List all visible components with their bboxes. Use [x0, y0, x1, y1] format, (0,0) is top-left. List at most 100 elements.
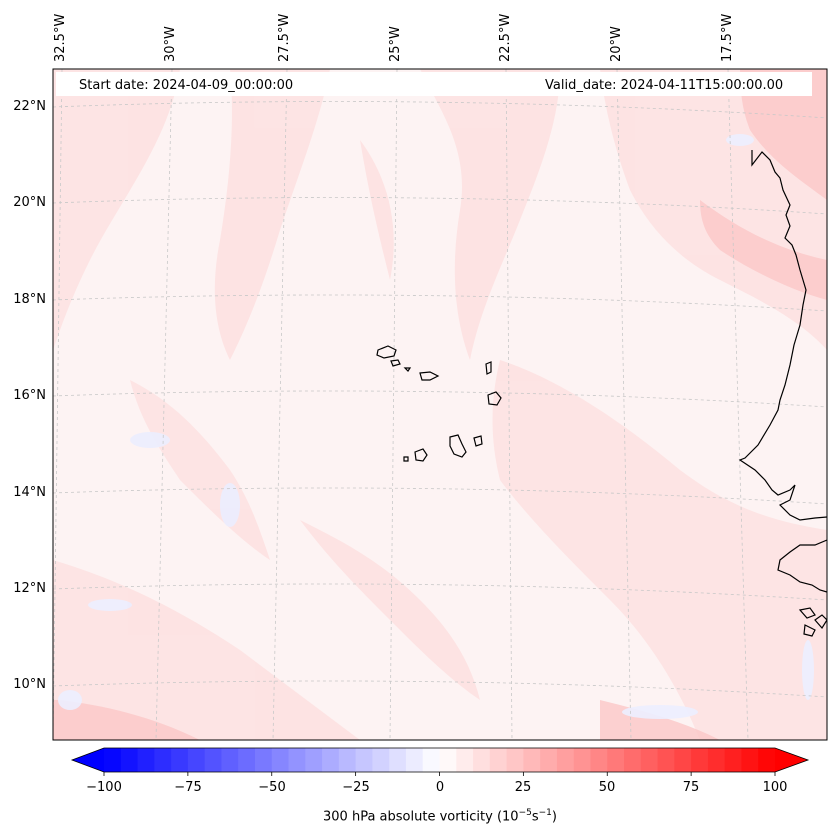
- colorbar-segment: [624, 748, 642, 772]
- colorbar-label-main: 300 hPa absolute vorticity (10: [323, 809, 519, 825]
- colorbar-tick-label: 25: [514, 780, 532, 795]
- colorbar-segments: [104, 748, 776, 772]
- colorbar-extend-max: [775, 748, 808, 772]
- island-brava: [403, 456, 409, 462]
- colorbar-label-exponent-1: −5: [518, 808, 532, 818]
- parallel-22n: [53, 101, 827, 119]
- colorbar-segment: [456, 748, 474, 772]
- colorbar-segment: [204, 748, 223, 772]
- colorbar-segment: [590, 748, 608, 772]
- colorbar-segment: [187, 748, 206, 772]
- colorbar-segment: [506, 748, 524, 772]
- meridian-17-5w: [727, 69, 749, 740]
- colorbar-segment: [120, 748, 139, 772]
- colorbar-segment: [405, 748, 424, 772]
- colorbar-segment: [674, 748, 692, 772]
- colorbar-label-exponent-2: −1: [538, 808, 552, 818]
- map-frame: [52, 68, 828, 741]
- colorbar-segment: [322, 748, 340, 772]
- island-sao-nicolau: [419, 371, 440, 381]
- parallel-18n: [53, 294, 827, 312]
- island-santa-luzia: [403, 367, 412, 372]
- lon-label-27-5w: 27.5°W: [277, 13, 292, 62]
- colorbar: [70, 747, 810, 776]
- colorbar-segment: [154, 748, 172, 772]
- meridian-27-5w: [272, 69, 288, 740]
- colorbar-tick-label: −25: [342, 780, 370, 795]
- colorbar-segment: [171, 748, 189, 772]
- colorbar-segment: [640, 748, 659, 772]
- colorbar-tick-label: 100: [762, 780, 788, 795]
- colorbar-segment: [523, 748, 541, 772]
- island-maio: [473, 435, 483, 447]
- lat-label-18n: 18°N: [13, 292, 46, 307]
- colorbar-segment: [389, 748, 407, 772]
- colorbar-segment: [355, 748, 373, 772]
- positive-vorticity-shading: [53, 69, 827, 740]
- lat-label-16n: 16°N: [13, 388, 46, 403]
- lon-label-25w: 25°W: [388, 26, 403, 62]
- colorbar-segment: [741, 748, 759, 772]
- island-sao-vicente: [390, 359, 401, 367]
- island-sal: [485, 361, 492, 375]
- negative-vorticity-shading: [58, 134, 814, 719]
- island-fogo: [414, 448, 428, 462]
- lon-label-22-5w: 22.5°W: [498, 13, 513, 62]
- colorbar-tick-label: 50: [598, 780, 616, 795]
- lon-label-32-5w: 32.5°W: [53, 13, 68, 62]
- colorbar-tick-label: 75: [682, 780, 700, 795]
- island-santo-antao: [376, 345, 397, 359]
- guinea-bissau-coastline: [777, 539, 827, 593]
- colorbar-segment: [271, 748, 290, 772]
- island-santiago: [449, 434, 467, 458]
- colorbar-label: 300 hPa absolute vorticity (10−5s−1): [323, 808, 557, 824]
- colorbar-segment: [254, 748, 273, 772]
- parallel-20n: [53, 197, 827, 215]
- colorbar-segment: [288, 748, 306, 772]
- meridian-32-5w: [53, 69, 63, 740]
- coastlines: [376, 150, 827, 637]
- parallel-14n: [53, 487, 827, 505]
- colorbar-segment: [724, 748, 743, 772]
- start-date-label: Start date: 2024-04-09_00:00:00: [79, 78, 294, 93]
- meridian-20w: [616, 69, 632, 740]
- island-boa-vista: [487, 391, 502, 406]
- parallel-12n: [53, 583, 827, 601]
- colorbar-segment: [338, 748, 357, 772]
- colorbar-label-end: ): [551, 809, 557, 825]
- colorbar-segment: [137, 748, 155, 772]
- colorbar-segment: [607, 748, 625, 772]
- colorbar-segment: [556, 748, 575, 772]
- meridian-30w: [155, 69, 173, 740]
- lat-label-10n: 10°N: [13, 677, 46, 692]
- lat-label-20n: 20°N: [13, 195, 46, 210]
- lon-label-20w: 20°W: [609, 26, 624, 62]
- colorbar-segment: [489, 748, 508, 772]
- colorbar-segment: [238, 748, 256, 772]
- lat-label-14n: 14°N: [13, 485, 46, 500]
- lat-label-22n: 22°N: [13, 99, 46, 114]
- strong-positive-vorticity-shading: [53, 69, 827, 740]
- colorbar-tick-marks: [103, 772, 776, 776]
- map-panel: [53, 69, 827, 740]
- colorbar-segment: [691, 748, 709, 772]
- colorbar-segment: [758, 748, 776, 772]
- parallel-10n: [53, 680, 827, 698]
- colorbar-tick-label: −100: [86, 780, 122, 795]
- colorbar-segment: [473, 748, 491, 772]
- valid-date-label: Valid_date: 2024-04-11T15:00:00.00: [545, 78, 784, 93]
- meridian-22-5w: [505, 69, 513, 740]
- colorbar-segment: [657, 748, 675, 772]
- parallel-16n: [53, 390, 827, 408]
- colorbar-label-unit: s: [531, 809, 539, 825]
- colorbar-segment: [372, 748, 390, 772]
- colorbar-extend-min: [72, 748, 104, 772]
- colorbar-tick-label: −50: [258, 780, 286, 795]
- lat-label-12n: 12°N: [13, 581, 46, 596]
- colorbar-segment: [707, 748, 726, 772]
- colorbar-segment: [573, 748, 592, 772]
- colorbar-tick-label: −75: [174, 780, 202, 795]
- meridian-25w: [389, 69, 398, 740]
- lon-label-30w: 30°W: [163, 26, 178, 62]
